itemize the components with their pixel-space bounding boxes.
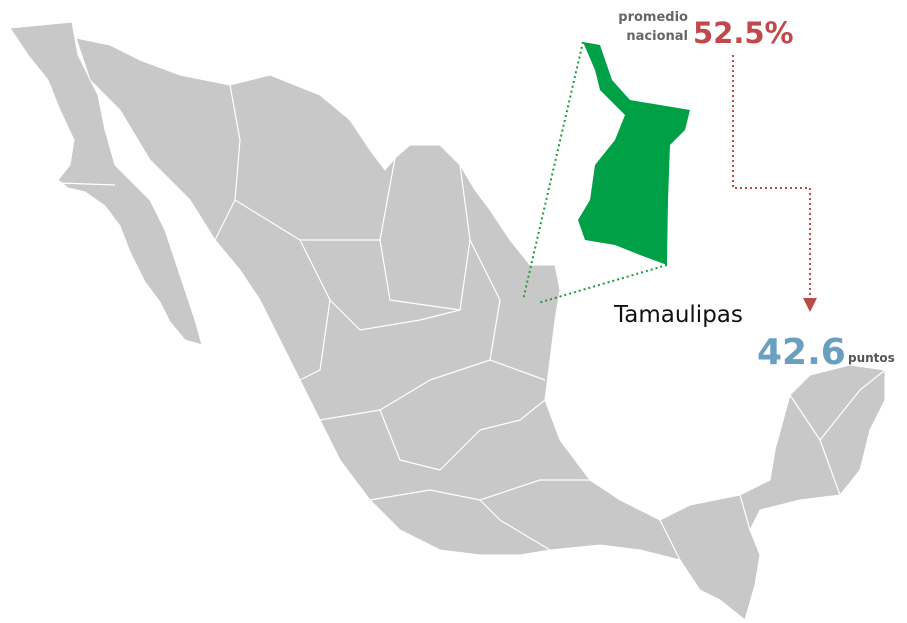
state-border [659,519,681,561]
state-border [479,499,551,551]
mexico-map [9,21,886,621]
average-value: 52.5% [693,16,794,50]
state-border [819,369,886,441]
state-border [379,399,546,471]
state-border [59,182,116,186]
mainland [75,37,886,621]
state-name: Tamaulipas [613,302,743,328]
state-border [739,494,751,531]
state-border [214,84,241,241]
state-border [329,299,461,331]
average-label: promedio [618,10,688,25]
arrow-line [732,55,811,300]
state-border [319,359,491,421]
state-border [234,157,396,241]
state-border [469,239,546,381]
baja-peninsula [9,21,203,346]
tamaulipas-zoom [578,42,690,265]
zoom-line [522,41,584,301]
average-label: nacional [626,29,688,44]
state-border [299,239,331,381]
zoom-connector [522,41,668,304]
state-value: 42.6 [757,332,846,373]
state-unit: puntos [848,351,895,365]
arrow-head [803,298,817,312]
